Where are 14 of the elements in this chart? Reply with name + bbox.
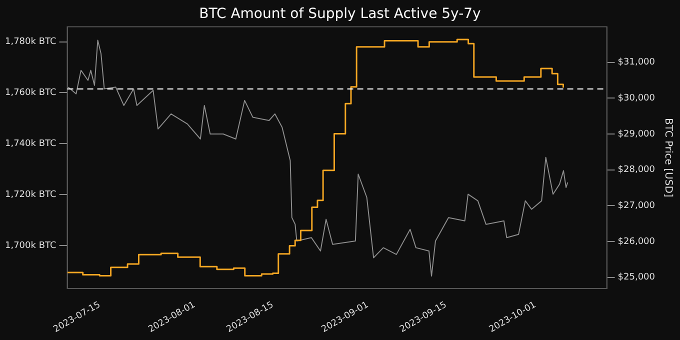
y2-tick-label: $25,000 bbox=[618, 272, 656, 283]
y2-axis-title: BTC Price [USD] bbox=[662, 118, 674, 198]
y-tick-label: 1,740k BTC bbox=[4, 138, 56, 149]
chart-title: BTC Amount of Supply Last Active 5y-7y bbox=[199, 6, 481, 22]
y2-tick-label: $27,000 bbox=[618, 201, 656, 212]
y2-tick-label: $29,000 bbox=[618, 129, 656, 140]
y2-tick-label: $26,000 bbox=[618, 236, 656, 247]
y-tick-label: 1,720k BTC bbox=[4, 190, 56, 200]
y-tick-label: 1,780k BTC bbox=[4, 37, 56, 48]
y2-tick-label: $28,000 bbox=[618, 165, 656, 176]
y2-tick-label: $30,000 bbox=[618, 93, 656, 104]
y-tick-label: 1,700k BTC bbox=[4, 240, 56, 251]
y-tick-label: 1,760k BTC bbox=[4, 88, 56, 98]
y2-tick-label: $31,000 bbox=[618, 58, 656, 68]
